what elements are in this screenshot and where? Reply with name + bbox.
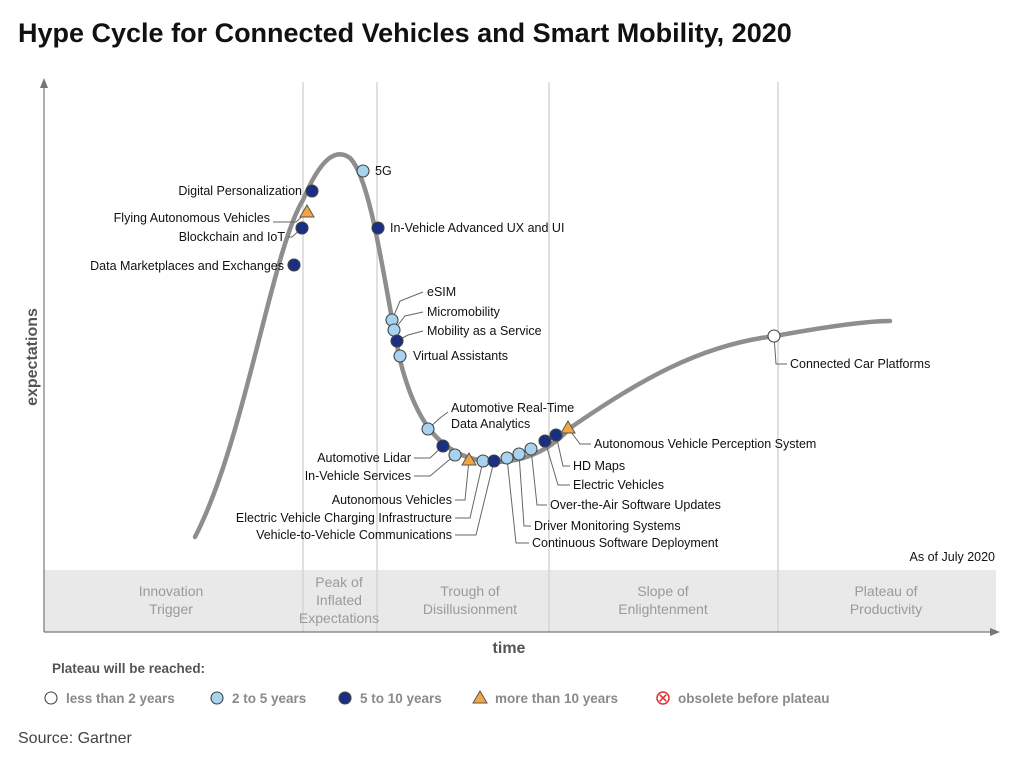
label-blockchain-and-iot: Blockchain and IoT: [179, 230, 286, 244]
x-axis-arrow: [990, 628, 1000, 636]
marker-vehicle-to-vehicle-communications: [487, 454, 501, 468]
marker-digital-personalization: [305, 184, 319, 198]
marker-continuous-software-deployment: [500, 451, 514, 465]
legend-title: Plateau will be reached:: [52, 661, 205, 676]
source-note: Source: Gartner: [18, 730, 133, 747]
label-vehicle-to-vehicle-communications: Vehicle-to-Vehicle Communications: [256, 528, 452, 542]
hype-curve: [192, 152, 893, 540]
leader-vehicle-to-vehicle-communications: [455, 460, 495, 536]
marker-mobility-as-a-service: [390, 334, 404, 348]
label-5g: 5G: [375, 164, 392, 178]
leader-electric-vehicle-charging-infrastructure: [455, 460, 484, 519]
marker-autonomous-vehicles: [461, 452, 477, 466]
leader-over-the-air-software-updates: [530, 448, 547, 506]
label-connected-car-platforms: Connected Car Platforms: [790, 357, 930, 371]
leader-autonomous-vehicles: [455, 459, 470, 501]
label-micromobility: Micromobility: [427, 305, 501, 319]
legend-label-gt10: more than 10 years: [495, 691, 618, 706]
marker-data-marketplaces-and-exchanges: [287, 258, 301, 272]
label-digital-personalization: Digital Personalization: [178, 184, 302, 198]
marker-virtual-assistants: [393, 349, 407, 363]
leader-electric-vehicles: [544, 440, 570, 486]
label-esim: eSIM: [427, 285, 456, 299]
legend-marker-lt2: [44, 691, 58, 705]
marker-over-the-air-software-updates: [524, 442, 538, 456]
label-mobility-as-a-service: Mobility as a Service: [427, 324, 542, 338]
technology-labels: Digital Personalization Flying Autonomous…: [90, 164, 930, 550]
leader-continuous-software-deployment: [506, 457, 529, 544]
label-in-vehicle-services: In-Vehicle Services: [305, 469, 411, 483]
y-axis-label: expectations: [24, 308, 41, 406]
marker-autonomous-vehicle-perception-system: [560, 420, 576, 434]
label-electric-vehicle-charging-infrastructure: Electric Vehicle Charging Infrastructure: [236, 511, 452, 525]
legend-label-lt2: less than 2 years: [66, 691, 175, 706]
label-flying-autonomous-vehicles: Flying Autonomous Vehicles: [114, 211, 270, 225]
marker-in-vehicle-services: [448, 448, 462, 462]
phase-label-peak-of-inflated-expectations: Inflated: [316, 592, 362, 608]
label-over-the-air-software-updates: Over-the-Air Software Updates: [550, 498, 721, 512]
technology-markers: [287, 164, 781, 468]
marker-connected-car-platforms: [767, 329, 781, 343]
label-driver-monitoring-systems: Driver Monitoring Systems: [534, 519, 681, 533]
phase-label-innovation-trigger: Innovation: [139, 583, 204, 599]
legend-marker-obsolete: [656, 691, 670, 705]
leader-hd-maps: [555, 434, 570, 467]
phase-dividers: [302, 82, 779, 632]
chart-title: Hype Cycle for Connected Vehicles and Sm…: [18, 18, 792, 48]
marker-hd-maps: [549, 428, 563, 442]
marker-blockchain-and-iot: [295, 221, 309, 235]
leader-lines: [273, 211, 787, 544]
phase-label-trough-of-disillusionment: Disillusionment: [423, 601, 517, 617]
as-of-date: As of July 2020: [910, 550, 996, 564]
phase-label-plateau-of-productivity: Plateau of: [854, 583, 917, 599]
x-axis-label: time: [493, 640, 526, 657]
y-axis-arrow: [40, 78, 48, 88]
phase-label-trough-of-disillusionment: Trough of: [440, 583, 500, 599]
label-autonomous-vehicles: Autonomous Vehicles: [332, 493, 452, 507]
marker-driver-monitoring-systems: [512, 447, 526, 461]
phase-label-plateau-of-productivity: Productivity: [850, 601, 922, 617]
label-automotive-lidar: Automotive Lidar: [317, 451, 411, 465]
label-virtual-assistants: Virtual Assistants: [413, 349, 508, 363]
legend-label-5to10: 5 to 10 years: [360, 691, 442, 706]
leader-driver-monitoring-systems: [518, 453, 531, 527]
marker-electric-vehicles: [538, 434, 552, 448]
phase-labels: Innovation Trigger Peak of Inflated Expectat…: [139, 574, 922, 626]
label-continuous-software-deployment: Continuous Software Deployment: [532, 536, 719, 550]
phase-band: [44, 570, 996, 632]
marker-micromobility: [387, 323, 401, 337]
leader-esim: [391, 291, 424, 321]
legend-marker-gt10: [472, 690, 488, 704]
leader-in-vehicle-services: [414, 454, 456, 477]
marker-in-vehicle-advanced-ux-and-ui: [371, 221, 385, 235]
marker-flying-autonomous-vehicles: [299, 204, 315, 218]
phase-label-slope-of-enlightenment: Slope of: [637, 583, 688, 599]
label-automotive-real-time-data-analytics: Automotive Real-Time Data Analytics: [451, 401, 574, 431]
phase-label-peak-of-inflated-expectations: Peak of: [315, 574, 363, 590]
marker-automotive-lidar: [436, 439, 450, 453]
legend-marker-5to10: [338, 691, 352, 705]
label-electric-vehicles: Electric Vehicles: [573, 478, 664, 492]
label-autonomous-vehicle-perception-system: Autonomous Vehicle Perception System: [594, 437, 816, 451]
phase-label-slope-of-enlightenment: Enlightenment: [618, 601, 708, 617]
label-in-vehicle-advanced-ux-and-ui: In-Vehicle Advanced UX and UI: [390, 221, 564, 235]
marker-automotive-real-time-data-analytics: [421, 422, 435, 436]
legend-marker-2to5: [210, 691, 224, 705]
legend-label-obsolete: obsolete before plateau: [678, 691, 830, 706]
marker-5g: [356, 164, 370, 178]
phase-label-peak-of-inflated-expectations: Expectations: [299, 610, 379, 626]
legend: Plateau will be reached: less than 2 year…: [44, 661, 830, 706]
legend-label-2to5: 2 to 5 years: [232, 691, 306, 706]
label-data-marketplaces-and-exchanges: Data Marketplaces and Exchanges: [90, 259, 284, 273]
marker-electric-vehicle-charging-infrastructure: [476, 454, 490, 468]
leader-connected-car-platforms: [773, 335, 787, 365]
label-hd-maps: HD Maps: [573, 459, 625, 473]
phase-label-innovation-trigger: Trigger: [149, 601, 193, 617]
